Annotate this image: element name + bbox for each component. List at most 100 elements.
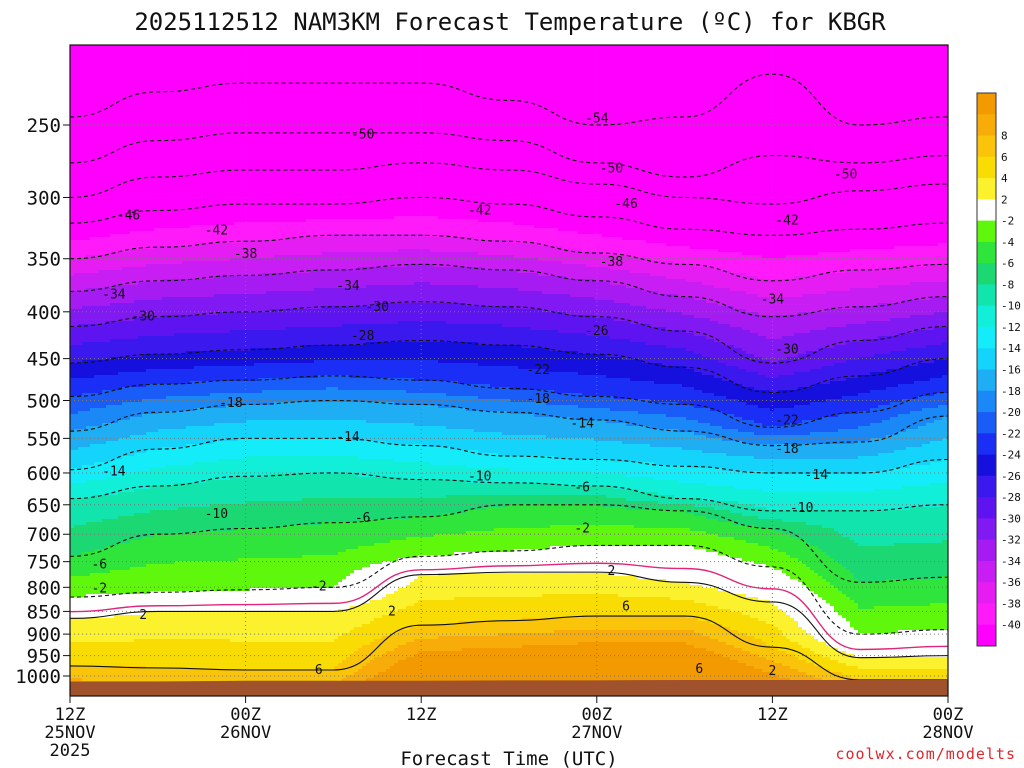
temperature-cell bbox=[518, 402, 523, 415]
temperature-cell bbox=[250, 45, 255, 223]
temperature-cell bbox=[482, 483, 487, 496]
temperature-cell bbox=[470, 552, 475, 574]
temperature-cell bbox=[138, 318, 143, 337]
temperature-cell bbox=[346, 657, 351, 676]
temperature-cell bbox=[750, 654, 755, 667]
temperature-cell bbox=[674, 447, 679, 466]
temperature-cell bbox=[626, 630, 631, 643]
temperature-cell bbox=[674, 330, 679, 349]
temperature-cell bbox=[178, 534, 183, 562]
temperature-cell bbox=[118, 285, 123, 304]
temperature-cell bbox=[318, 309, 323, 328]
temperature-cell bbox=[570, 630, 575, 646]
temperature-cell bbox=[318, 438, 323, 457]
temperature-cell bbox=[290, 390, 295, 403]
temperature-cell bbox=[806, 588, 811, 634]
temperature-cell bbox=[718, 411, 723, 427]
temperature-cell bbox=[666, 510, 671, 529]
temperature-cell bbox=[766, 339, 771, 361]
temperature-cell bbox=[98, 255, 103, 271]
temperature-cell bbox=[282, 558, 287, 589]
temperature-cell bbox=[706, 249, 711, 268]
temperature-cell bbox=[530, 435, 535, 457]
temperature-cell bbox=[438, 393, 443, 409]
temperature-cell bbox=[674, 600, 679, 616]
temperature-cell bbox=[478, 255, 483, 268]
temperature-cell bbox=[382, 360, 387, 379]
temperature-cell bbox=[242, 558, 247, 592]
temperature-cell bbox=[258, 312, 263, 331]
temperature-cell bbox=[686, 387, 691, 406]
temperature-cell bbox=[474, 45, 479, 220]
temperature-cell bbox=[814, 369, 819, 385]
temperature-cell bbox=[502, 288, 507, 307]
temperature-cell bbox=[102, 270, 107, 289]
temperature-cell bbox=[186, 591, 191, 613]
temperature-cell bbox=[414, 603, 419, 628]
temperature-cell bbox=[358, 324, 363, 346]
temperature-cell bbox=[382, 498, 387, 520]
temperature-cell bbox=[630, 381, 635, 400]
temperature-cell bbox=[650, 327, 655, 346]
temperature-cell bbox=[554, 495, 559, 505]
temperature-cell bbox=[190, 351, 195, 370]
temperature-cell bbox=[654, 414, 659, 430]
temperature-cell bbox=[278, 378, 283, 391]
temperature-cell bbox=[170, 564, 175, 592]
temperature-cell bbox=[490, 507, 495, 532]
temperature-cell bbox=[158, 564, 163, 592]
temperature-cell bbox=[478, 636, 483, 649]
temperature-cell bbox=[194, 462, 199, 484]
temperature-cell bbox=[378, 324, 383, 343]
temperature-cell bbox=[722, 510, 727, 523]
temperature-cell bbox=[122, 252, 127, 268]
temperature-cell bbox=[734, 525, 739, 541]
temperature-cell bbox=[458, 303, 463, 325]
temperature-cell bbox=[470, 648, 475, 696]
temperature-cell bbox=[82, 273, 87, 292]
temperature-cell bbox=[662, 294, 667, 310]
temperature-cell bbox=[766, 408, 771, 427]
temperature-cell bbox=[178, 465, 183, 484]
temperature-cell bbox=[458, 252, 463, 268]
temperature-cell bbox=[510, 222, 515, 244]
temperature-cell bbox=[790, 618, 795, 643]
temperature-cell bbox=[758, 408, 763, 424]
temperature-cell bbox=[298, 255, 303, 274]
temperature-cell bbox=[130, 45, 135, 232]
temperature-cell bbox=[454, 324, 459, 343]
temperature-cell bbox=[114, 642, 119, 667]
temperature-cell bbox=[338, 219, 343, 235]
temperature-cell bbox=[434, 342, 439, 361]
temperature-cell bbox=[150, 231, 155, 250]
temperature-cell bbox=[594, 408, 599, 421]
temperature-cell bbox=[710, 339, 715, 361]
temperature-cell bbox=[102, 306, 107, 325]
temperature-cell bbox=[618, 378, 623, 400]
temperature-cell bbox=[518, 573, 523, 598]
temperature-cell bbox=[666, 261, 671, 280]
temperature-cell bbox=[210, 444, 215, 463]
temperature-cell bbox=[362, 498, 367, 520]
temperature-cell bbox=[346, 219, 351, 235]
temperature-cell bbox=[746, 420, 751, 433]
temperature-cell bbox=[718, 624, 723, 643]
temperature-cell bbox=[538, 402, 543, 418]
temperature-cell bbox=[746, 45, 751, 256]
temperature-cell bbox=[638, 258, 643, 274]
temperature-cell bbox=[778, 663, 783, 679]
temperature-cell bbox=[322, 390, 327, 403]
temperature-cell bbox=[714, 396, 719, 412]
temperature-cell bbox=[306, 291, 311, 310]
temperature-cell bbox=[310, 390, 315, 403]
temperature-cell bbox=[758, 444, 763, 460]
temperature-cell bbox=[434, 45, 439, 217]
temperature-cell bbox=[554, 228, 559, 247]
temperature-cell bbox=[650, 381, 655, 403]
temperature-cell bbox=[166, 228, 171, 247]
temperature-cell bbox=[742, 369, 747, 388]
temperature-cell bbox=[294, 669, 299, 685]
temperature-cell bbox=[274, 45, 279, 223]
temperature-cell bbox=[754, 516, 759, 529]
temperature-cell bbox=[686, 420, 691, 433]
